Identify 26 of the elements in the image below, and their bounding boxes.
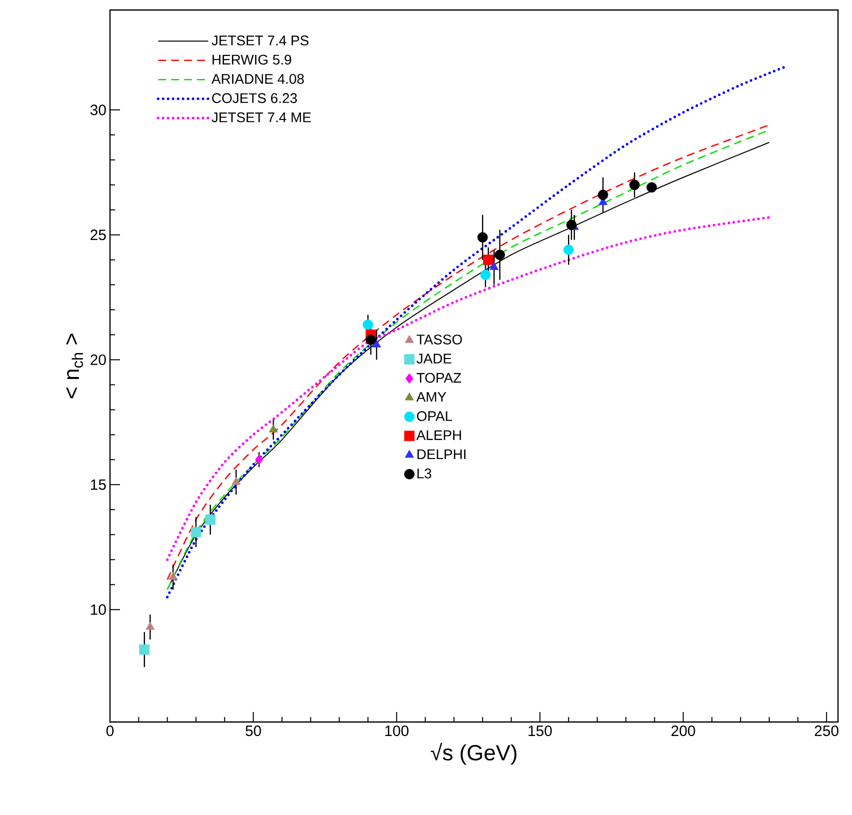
x-tick-label: 150 — [528, 726, 552, 736]
x-tick-label: 200 — [672, 726, 696, 736]
y-tick-label: 30 — [90, 104, 106, 116]
y-tick-label: 10 — [91, 604, 106, 615]
legend-label: AMY — [416, 392, 446, 402]
x-tick-label: 50 — [246, 726, 262, 736]
legend-label: COJETS 6.23 — [212, 93, 297, 104]
x-tick-label: 0 — [106, 726, 114, 736]
legend-label: TOPAZ — [416, 372, 462, 383]
x-tick-label: 250 — [814, 726, 838, 736]
legend-label: TASSO — [416, 334, 462, 344]
legend-label: ARIADNE 4.08 — [211, 74, 304, 84]
legend-label: JADE — [416, 354, 452, 364]
legend-label: L3 — [417, 468, 432, 478]
y-tick-label: 25 — [90, 230, 106, 240]
legend-label: JETSET 7.4 PS — [212, 36, 308, 46]
legend-label: HERWIG 5.9 — [212, 54, 292, 65]
y-tick-label: 20 — [90, 354, 106, 366]
legend-label: JETSET 7.4 ME — [212, 112, 311, 122]
x-tick-label: 100 — [385, 726, 408, 736]
y-tick-label: 15 — [91, 479, 106, 490]
y-axis-title: < n$_{ch}$ > — [66, 334, 84, 398]
x-axis-title: √s (GeV) — [430, 742, 516, 765]
legend-label: ALEPH — [416, 430, 461, 440]
legend-label: DELPHI — [417, 449, 466, 460]
legend-label: OPAL — [417, 411, 452, 422]
